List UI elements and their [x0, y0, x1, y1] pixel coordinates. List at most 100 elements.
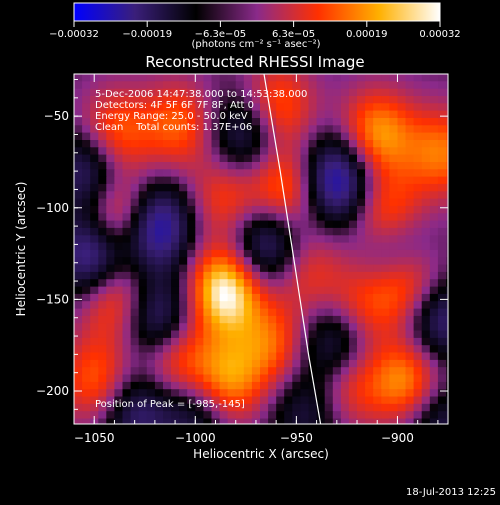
heatmap-cell: [187, 308, 196, 317]
heatmap-cell: [243, 242, 253, 251]
heatmap-cell: [429, 293, 439, 302]
heatmap-cell: [421, 74, 431, 82]
heatmap-cell: [446, 235, 448, 244]
heatmap-cell: [179, 74, 188, 82]
heatmap-cell: [373, 411, 382, 420]
heatmap-cell: [179, 81, 188, 90]
heatmap-cell: [373, 154, 382, 163]
heatmap-cell: [437, 183, 447, 192]
heatmap-cell: [276, 147, 285, 156]
heatmap-cell: [308, 411, 318, 420]
heatmap-cell: [340, 345, 350, 354]
heatmap-cell: [397, 301, 407, 310]
heatmap-cell: [98, 140, 107, 148]
heatmap-cell: [106, 147, 115, 156]
heatmap-cell: [195, 308, 204, 317]
heatmap-cell: [219, 74, 229, 82]
heatmap-cell: [268, 88, 277, 97]
heatmap-cell: [381, 286, 390, 295]
heatmap-cell: [154, 74, 164, 82]
heatmap-cell: [243, 74, 253, 82]
heatmap-cell: [421, 374, 431, 383]
heatmap-cell: [203, 330, 213, 339]
heatmap-cell: [138, 242, 148, 251]
heatmap-cell: [340, 88, 350, 97]
heatmap-cell: [179, 418, 188, 424]
heatmap-cell: [437, 220, 447, 229]
heatmap-cell: [227, 367, 237, 376]
heatmap-cell: [82, 183, 91, 192]
heatmap-cell: [90, 103, 99, 112]
heatmap-cell: [405, 345, 415, 354]
heatmap-cell: [348, 396, 358, 405]
heatmap-cell: [154, 205, 164, 214]
heatmap-cell: [98, 389, 107, 398]
heatmap-cell: [82, 330, 91, 339]
heatmap-cell: [381, 205, 390, 214]
heatmap-cell: [90, 191, 99, 200]
heatmap-cell: [413, 315, 423, 324]
heatmap-cell: [138, 418, 148, 424]
heatmap-cell: [203, 249, 213, 258]
heatmap-cell: [300, 279, 310, 288]
heatmap-cell: [195, 154, 204, 163]
heatmap-cell: [146, 352, 156, 361]
heatmap-cell: [421, 389, 431, 398]
heatmap-cell: [373, 213, 382, 222]
heatmap-cell: [413, 220, 423, 229]
heatmap-cell: [405, 359, 415, 368]
colorbar-tick-label: −0.00032: [49, 29, 99, 40]
heatmap-cell: [429, 169, 439, 178]
heatmap-cell: [381, 132, 390, 141]
heatmap-cell: [332, 227, 342, 236]
heatmap-cell: [300, 213, 310, 222]
heatmap-cell: [179, 367, 188, 376]
heatmap-cell: [219, 176, 229, 185]
heatmap-cell: [381, 323, 390, 332]
heatmap-cell: [389, 96, 399, 104]
heatmap-cell: [316, 279, 326, 288]
heatmap-cell: [171, 411, 180, 420]
heatmap-cell: [397, 359, 407, 368]
heatmap-cell: [276, 330, 285, 339]
heatmap-cell: [154, 381, 164, 390]
heatmap-cell: [163, 205, 172, 214]
heatmap-cell: [74, 125, 83, 134]
heatmap-cell: [122, 140, 132, 148]
heatmap-cell: [324, 140, 334, 148]
heatmap-cell: [429, 315, 439, 324]
heatmap-cell: [146, 110, 156, 119]
heatmap-cell: [130, 132, 140, 141]
heatmap-cell: [171, 381, 180, 390]
heatmap-cell: [340, 169, 350, 178]
heatmap-cell: [211, 403, 221, 412]
heatmap-cell: [154, 418, 164, 424]
heatmap-cell: [340, 81, 350, 90]
heatmap-cell: [179, 257, 188, 266]
heatmap-cell: [446, 176, 448, 185]
heatmap-cell: [227, 352, 237, 361]
heatmap-cell: [187, 220, 196, 229]
heatmap-cell: [90, 140, 99, 148]
heatmap-cell: [179, 213, 188, 222]
heatmap-cell: [163, 381, 172, 390]
heatmap-cell: [332, 337, 342, 346]
heatmap-cell: [235, 352, 245, 361]
heatmap-cell: [348, 205, 358, 214]
heatmap-cell: [324, 403, 334, 412]
heatmap-cell: [373, 249, 382, 258]
heatmap-cell: [90, 235, 99, 244]
heatmap-cell: [276, 367, 285, 376]
heatmap-cell: [284, 323, 293, 332]
heatmap-cell: [397, 315, 407, 324]
plot-area: [74, 74, 448, 424]
heatmap-cell: [195, 352, 204, 361]
heatmap-cell: [163, 293, 172, 302]
heatmap-cell: [365, 242, 374, 251]
heatmap-cell: [413, 330, 423, 339]
heatmap-cell: [90, 396, 99, 405]
heatmap-cell: [219, 279, 229, 288]
heatmap-cell: [179, 352, 188, 361]
heatmap-cell: [98, 191, 107, 200]
heatmap-cell: [146, 132, 156, 141]
